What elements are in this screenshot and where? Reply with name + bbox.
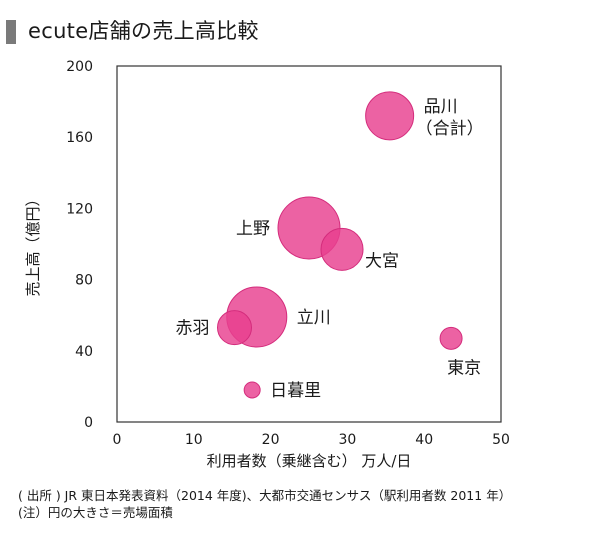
x-tick-label: 20 — [262, 432, 280, 448]
y-tick-label: 160 — [66, 130, 93, 146]
bubble-label: 日暮里 — [270, 381, 321, 401]
bubble-label: 赤羽 — [176, 319, 210, 339]
x-axis-label: 利用者数（乗継含む） 万人/日 — [207, 452, 412, 470]
bubble-label: 東京 — [447, 358, 481, 378]
plot-area — [116, 65, 502, 423]
y-axis: 0 40 80 120 160 200 — [66, 59, 93, 431]
x-tick-label: 50 — [492, 432, 510, 448]
bubble-label: 品川（合計） — [416, 97, 484, 139]
bubble — [320, 227, 364, 271]
bubble-series — [217, 91, 463, 399]
x-axis: 0 10 20 30 40 50 — [113, 432, 510, 448]
y-tick-label: 40 — [75, 344, 93, 360]
title-accent-bar — [6, 20, 16, 44]
bubble — [365, 91, 415, 141]
bubble-label: 立川 — [297, 308, 331, 328]
bubble — [439, 326, 463, 350]
bubble — [217, 310, 253, 346]
x-tick-label: 40 — [415, 432, 433, 448]
source-footnote: ( 出所 ) JR 東日本発表資料（2014 年度)、大都市交通センサス（駅利用… — [18, 488, 512, 503]
x-tick-label: 10 — [185, 432, 203, 448]
y-tick-label: 200 — [66, 59, 93, 75]
x-tick-label: 30 — [338, 432, 356, 448]
note-footnote: (注）円の大きさ＝売場面積 — [18, 505, 173, 520]
y-tick-label: 0 — [84, 415, 93, 431]
bubble-label: 上野 — [236, 219, 270, 239]
chart-title: ecute店舗の売上高比較 — [28, 19, 259, 43]
y-tick-label: 120 — [66, 201, 93, 217]
bubble — [243, 381, 261, 399]
y-tick-label: 80 — [75, 273, 93, 289]
y-axis-label: 売上高（億円） — [24, 191, 42, 296]
x-tick-label: 0 — [113, 432, 122, 448]
bubble-label: 大宮 — [365, 251, 399, 271]
